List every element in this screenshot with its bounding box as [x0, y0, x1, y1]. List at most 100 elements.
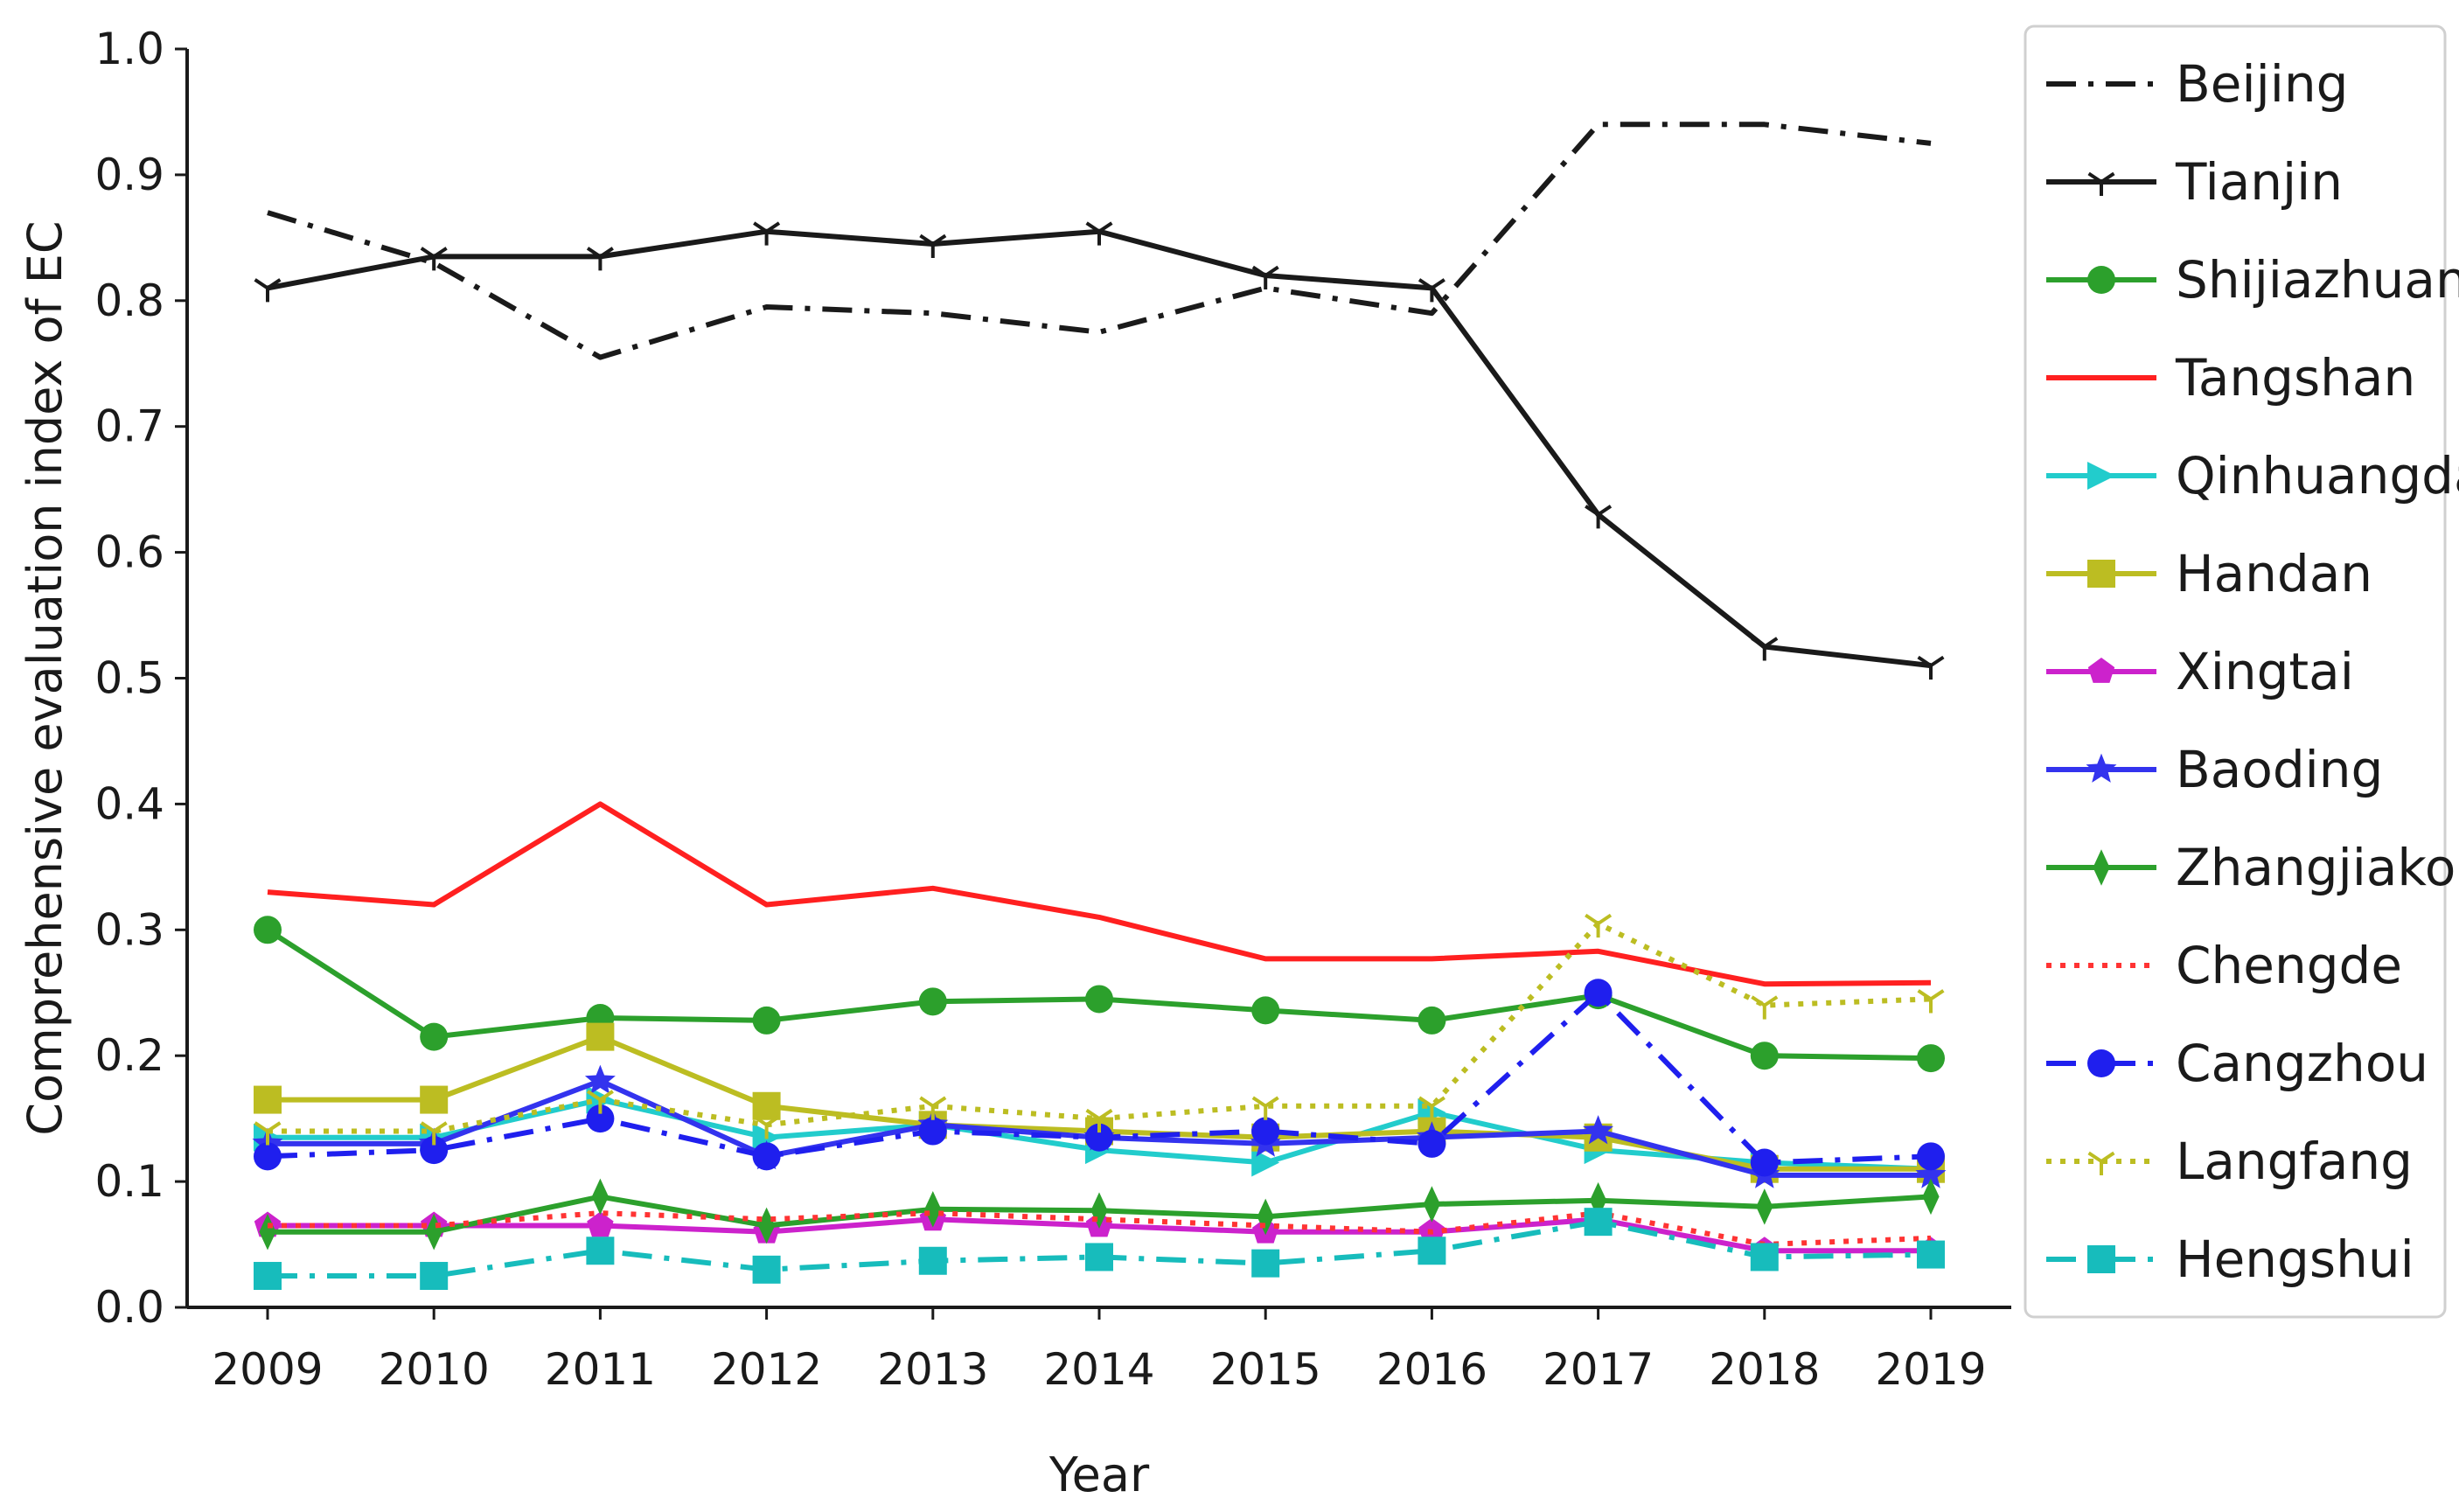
data-point	[420, 1085, 449, 1114]
data-point	[586, 1237, 615, 1265]
data-point	[918, 1246, 947, 1275]
series-hengshui	[254, 1208, 1945, 1291]
legend-item: Cangzhou	[2046, 1034, 2428, 1093]
y-tick-label: 0.5	[94, 653, 164, 704]
y-tick-label: 0.2	[94, 1030, 164, 1081]
legend-item: Qinhuangdao	[2046, 446, 2459, 505]
legend-label: Tangshan	[2175, 348, 2415, 408]
data-point	[918, 1117, 947, 1146]
legend-label: Chengde	[2176, 936, 2402, 995]
series-tianjin	[254, 221, 1945, 680]
series-beijing	[267, 122, 1932, 360]
data-point	[254, 1085, 282, 1114]
y-tick-label: 0.3	[94, 904, 164, 955]
data-point	[1585, 913, 1613, 938]
series-line	[267, 228, 1932, 669]
legend-marker	[2087, 266, 2115, 294]
data-point	[586, 1090, 614, 1114]
y-tick-label: 0.0	[94, 1282, 164, 1333]
legend-frame	[2024, 24, 2447, 1319]
legend-label: Beijing	[2176, 54, 2348, 114]
data-point	[254, 1142, 282, 1171]
y-tick-label: 0.9	[94, 150, 164, 200]
x-tick-label: 2011	[545, 1344, 656, 1395]
series-line	[268, 1210, 1932, 1247]
data-point	[1750, 1243, 1779, 1272]
data-point	[591, 1178, 609, 1216]
legend-item: Hengshui	[2046, 1230, 2414, 1289]
legend-marker	[2087, 658, 2115, 683]
data-point	[254, 916, 282, 944]
legend-label: Hengshui	[2176, 1230, 2414, 1289]
legend-marker	[2087, 171, 2115, 196]
legend-label: Qinhuangdao	[2176, 446, 2459, 505]
series-line	[267, 122, 1932, 360]
data-point	[1423, 1186, 1440, 1223]
series-langfang	[254, 913, 1945, 1146]
series-shijiazhuang	[254, 916, 1945, 1073]
data-point	[1584, 979, 1613, 1007]
x-tick-label: 2012	[711, 1344, 822, 1395]
data-point	[924, 1190, 942, 1228]
x-tick-label: 2010	[379, 1344, 490, 1395]
legend-item: Chengde	[2046, 936, 2402, 995]
data-point	[1251, 1096, 1279, 1120]
data-point	[1090, 1192, 1108, 1229]
data-point	[752, 1006, 781, 1035]
legend-marker	[2087, 462, 2115, 490]
legend-item: Tianjin	[2046, 152, 2343, 212]
series-tangshan	[267, 801, 1932, 987]
data-point	[1917, 1044, 1945, 1073]
y-tick-label: 0.4	[94, 778, 164, 829]
x-tick-label: 2016	[1376, 1344, 1487, 1395]
data-point	[420, 247, 448, 271]
y-tick-label: 0.8	[94, 275, 164, 326]
data-point	[1917, 1240, 1945, 1269]
data-point	[586, 1022, 615, 1051]
data-point	[1085, 1108, 1113, 1133]
x-axis-title: Year	[1048, 1447, 1150, 1502]
data-point	[1917, 655, 1945, 680]
data-point	[420, 1262, 449, 1291]
legend-marker	[2087, 1151, 2115, 1175]
y-tick-label: 0.6	[94, 527, 164, 578]
legend-label: Handan	[2176, 544, 2372, 603]
data-point	[1915, 1159, 1947, 1188]
legend-item: Handan	[2046, 544, 2372, 603]
data-point	[1584, 1208, 1613, 1237]
x-tick-label: 2015	[1210, 1344, 1321, 1395]
data-point	[586, 247, 614, 271]
data-point	[586, 1104, 615, 1133]
y-tick-label: 0.1	[94, 1156, 164, 1207]
data-point	[1751, 637, 1779, 661]
x-tick-label: 2009	[212, 1344, 323, 1395]
data-point	[587, 1211, 614, 1237]
data-point	[1085, 1123, 1113, 1152]
x-tick-label: 2014	[1043, 1344, 1154, 1395]
data-point	[254, 278, 282, 303]
data-point	[1922, 1178, 1940, 1216]
legend-item: Shijiazhuang	[2046, 250, 2459, 310]
legend-label: Shijiazhuang	[2176, 250, 2459, 310]
data-point	[1917, 989, 1945, 1014]
data-point	[254, 1262, 282, 1291]
x-tick-label: 2018	[1709, 1344, 1820, 1395]
data-point	[420, 1022, 449, 1051]
data-point	[1418, 1096, 1445, 1120]
y-tick-label: 1.0	[94, 24, 164, 74]
data-point	[420, 1121, 448, 1146]
data-point	[1751, 995, 1779, 1020]
y-tick-label: 0.7	[94, 401, 164, 452]
data-point	[1251, 265, 1279, 290]
legend-marker	[2087, 560, 2115, 588]
axes: 0.0 0.1 0.2 0.3 0.4 0.5 0.6 0.7 0.8 0.9 1.0 2009 201…	[94, 24, 2011, 1395]
data-point	[1251, 1117, 1280, 1146]
data-point	[1583, 1115, 1614, 1145]
data-point	[919, 1096, 947, 1120]
data-point	[1085, 221, 1113, 246]
data-point	[1085, 1243, 1113, 1272]
x-tick-label: 2019	[1875, 1344, 1986, 1395]
data-point	[1756, 1188, 1773, 1225]
data-point	[1917, 1142, 1945, 1171]
